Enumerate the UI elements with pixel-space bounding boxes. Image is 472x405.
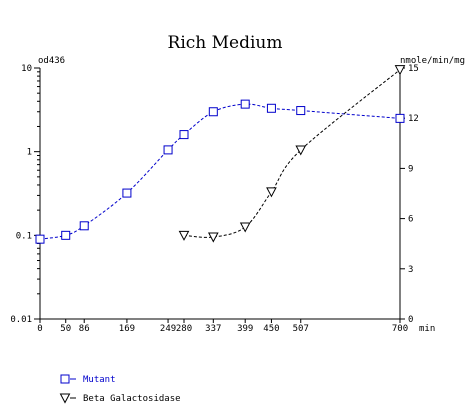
x-tick-label: 399 bbox=[237, 324, 253, 334]
chart-title: Rich Medium bbox=[168, 33, 283, 53]
legend: Mutant Beta Galactosidase bbox=[59, 374, 181, 404]
axis-ticks: 0 50 86 169 249 280 337 399 450 507 700 0.01 0.1 1 10 0… bbox=[10, 64, 419, 334]
x-tick-label: 280 bbox=[176, 324, 192, 334]
legend-label: Beta Galactosidase bbox=[83, 394, 181, 404]
mutant-point bbox=[61, 230, 71, 240]
y-axis-left-label: od436 bbox=[38, 56, 65, 66]
legend-label: Mutant bbox=[83, 375, 116, 385]
beta-galactosidase-point bbox=[207, 232, 219, 243]
x-axis-label: min bbox=[419, 324, 435, 334]
y-right-tick-label: 3 bbox=[408, 265, 413, 275]
y-right-tick-label: 15 bbox=[408, 64, 419, 74]
series-lines bbox=[39, 69, 401, 240]
x-tick-label: 50 bbox=[60, 324, 71, 334]
beta-galactosidase-point bbox=[266, 187, 277, 198]
x-tick-label: 507 bbox=[293, 324, 309, 334]
beta-galactosidase-point bbox=[295, 145, 307, 156]
x-tick-label: 700 bbox=[392, 324, 408, 334]
series-line-0 bbox=[39, 103, 401, 240]
mutant-point bbox=[35, 234, 45, 244]
x-tick-label: 169 bbox=[119, 324, 135, 334]
series-points bbox=[35, 65, 406, 244]
legend-marker-beta-galactosidase bbox=[59, 393, 71, 404]
y-axis-right-label: nmole/min/mg bbox=[400, 56, 465, 66]
y-left-tick-label: 0.01 bbox=[10, 315, 32, 325]
x-tick-label: 337 bbox=[205, 324, 221, 334]
mutant-point bbox=[240, 99, 250, 109]
mutant-point bbox=[79, 221, 89, 231]
legend-marker-mutant bbox=[60, 374, 70, 384]
y-right-tick-label: 6 bbox=[408, 215, 413, 225]
beta-galactosidase-point bbox=[394, 65, 406, 76]
x-tick-label: 0 bbox=[37, 324, 42, 334]
y-left-tick-label: 0.1 bbox=[16, 231, 32, 241]
series-line-1 bbox=[183, 69, 401, 238]
y-right-tick-label: 9 bbox=[408, 164, 413, 174]
x-tick-label: 86 bbox=[79, 324, 90, 334]
x-tick-label: 249 bbox=[160, 324, 176, 334]
beta-galactosidase-point bbox=[239, 222, 251, 233]
y-left-tick-label: 10 bbox=[21, 64, 32, 74]
y-left-tick-label: 1 bbox=[27, 148, 32, 158]
mutant-point bbox=[266, 103, 276, 113]
y-right-tick-label: 12 bbox=[408, 114, 419, 124]
mutant-point bbox=[179, 130, 189, 140]
mutant-point bbox=[122, 188, 132, 198]
mutant-point bbox=[296, 106, 306, 116]
mutant-point bbox=[395, 113, 405, 123]
beta-galactosidase-point bbox=[178, 230, 190, 241]
mutant-point bbox=[208, 107, 218, 117]
mutant-point bbox=[163, 145, 173, 155]
y-right-tick-label: 0 bbox=[408, 315, 413, 325]
x-tick-label: 450 bbox=[263, 324, 279, 334]
